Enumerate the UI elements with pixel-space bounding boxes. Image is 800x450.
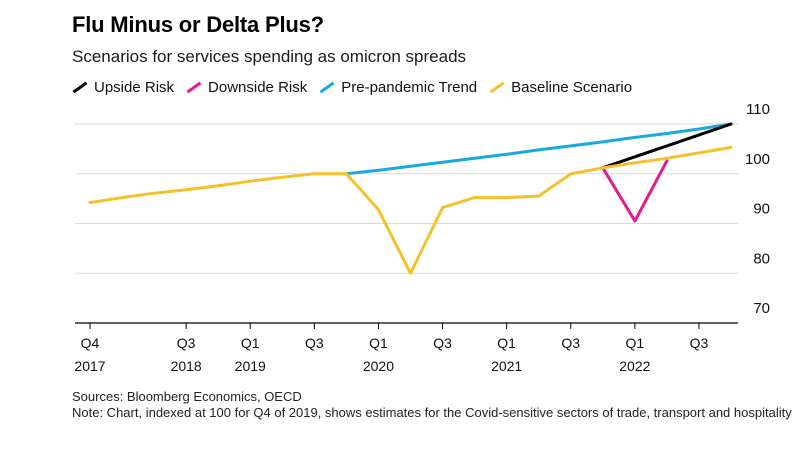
note-text: Note: Chart, indexed at 100 for Q4 of 20… <box>72 405 792 420</box>
y-tick-label-90: 90 <box>753 201 770 218</box>
x-tick-label-15: Q3 <box>561 335 580 351</box>
y-tick-label-70: 70 <box>753 300 770 317</box>
x-tick-year-3: 2018 <box>171 358 202 374</box>
y-tick-label-100: 100 <box>745 151 770 168</box>
y-tick-label-80: 80 <box>753 250 770 267</box>
x-tick-label-7: Q3 <box>305 335 324 351</box>
chart-footer: Sources: Bloomberg Economics, OECD Note:… <box>72 389 792 421</box>
x-tick-label-9: Q1 <box>369 335 388 351</box>
legend-item-trend: Pre-pandemic Trend <box>319 79 477 96</box>
legend-label-baseline: Baseline Scenario <box>511 79 633 96</box>
x-tick-label-13: Q1 <box>497 335 516 351</box>
y-tick-label-110: 110 <box>746 101 770 118</box>
legend-label-downside: Downside Risk <box>208 79 308 96</box>
legend-item-baseline: Baseline Scenario <box>489 79 632 96</box>
x-tick-year-0: 2017 <box>74 358 105 374</box>
sources-text: Sources: Bloomberg Economics, OECD <box>72 389 302 404</box>
x-tick-label-0: Q4 <box>81 335 100 351</box>
series-line-baseline-scenario <box>88 145 733 275</box>
chart-subtitle: Scenarios for services spending as omicr… <box>72 47 467 66</box>
legend-label-upside: Upside Risk <box>94 79 175 96</box>
x-tick-label-3: Q3 <box>177 335 196 351</box>
series-line-upside-risk <box>601 122 733 170</box>
x-tick-label-17: Q1 <box>626 335 645 351</box>
x-tick-year-5: 2019 <box>235 358 266 374</box>
legend-label-trend: Pre-pandemic Trend <box>341 79 478 96</box>
x-tick-label-11: Q3 <box>433 335 452 351</box>
x-tick-year-9: 2020 <box>363 358 394 374</box>
series-line-downside-risk <box>601 159 669 223</box>
x-tick-label-19: Q3 <box>690 335 709 351</box>
x-tick-label-5: Q1 <box>241 335 260 351</box>
legend-item-upside: Upside Risk <box>72 79 174 96</box>
legend-item-downside: Downside Risk <box>186 79 307 96</box>
chart-title: Flu Minus or Delta Plus? <box>72 12 324 37</box>
x-tick-year-17: 2022 <box>619 358 650 374</box>
series-line-pre-pandemic-trend <box>344 122 733 176</box>
x-tick-year-13: 2021 <box>491 358 522 374</box>
legend: Upside Risk Downside Risk Pre-pandemic T… <box>72 79 644 96</box>
